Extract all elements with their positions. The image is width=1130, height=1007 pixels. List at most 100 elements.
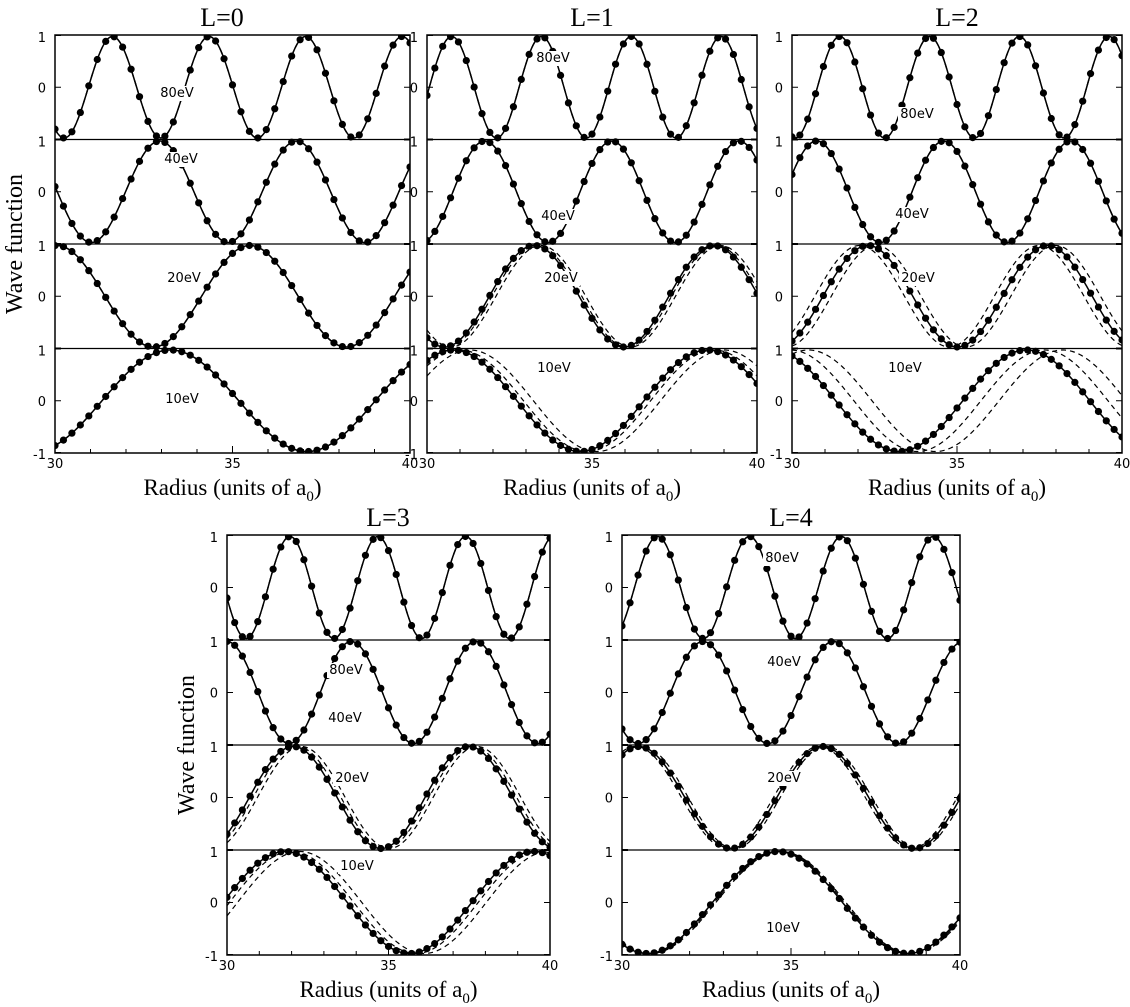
y-tick-label: 0 — [775, 395, 783, 410]
data-point — [397, 281, 406, 289]
data-point — [898, 447, 906, 453]
data-point — [186, 351, 194, 359]
data-point — [406, 268, 410, 276]
data-point — [119, 43, 127, 51]
data-point — [1110, 215, 1118, 223]
data-point — [883, 733, 892, 741]
data-point — [546, 843, 550, 851]
dashed-curve-2 — [427, 244, 757, 348]
data-point — [59, 243, 68, 251]
data-point — [867, 798, 876, 806]
data-point — [956, 914, 960, 922]
data-point — [900, 606, 908, 614]
data-point — [261, 593, 270, 601]
data-point — [486, 365, 494, 373]
data-point — [254, 243, 262, 251]
data-point — [227, 893, 231, 901]
data-point — [945, 139, 953, 147]
panel-l3: L=3 80eV 1 0 40eV 1 0 20eV 1 0 10eV 1 0 -130 35 40 Radiu… — [174, 503, 558, 1007]
energy-label: 10eV — [766, 921, 800, 936]
y-tick-label: 0 — [410, 395, 418, 410]
data-point — [102, 37, 110, 45]
data-point — [245, 409, 253, 417]
data-point — [119, 374, 127, 382]
data-point — [186, 179, 194, 187]
y-tick-label: 0 — [605, 897, 613, 912]
data-point — [392, 837, 400, 845]
data-point — [470, 318, 478, 326]
data-point — [875, 938, 884, 946]
data-point — [1031, 347, 1040, 355]
data-point — [682, 263, 690, 271]
data-point — [415, 804, 423, 812]
data-point — [355, 237, 363, 245]
energy-label-bg — [158, 86, 196, 101]
data-point — [400, 949, 408, 955]
data-point — [937, 335, 945, 343]
data-point — [355, 131, 363, 139]
data-point — [572, 287, 580, 295]
data-point — [406, 360, 410, 369]
data-point — [346, 816, 354, 824]
data-point — [827, 885, 835, 893]
data-point — [279, 268, 287, 277]
data-point — [262, 178, 270, 186]
y-tick-label: 1 — [605, 741, 613, 756]
data-point — [796, 131, 804, 139]
data-point — [882, 236, 890, 244]
data-point — [525, 217, 533, 226]
data-point — [792, 337, 796, 345]
data-point — [1055, 362, 1063, 370]
dashed-curve-2 — [792, 140, 1122, 244]
data-point — [381, 309, 389, 317]
data-point — [737, 363, 745, 371]
y-tick-label: 0 — [38, 290, 46, 305]
panel-title: L=4 — [769, 503, 813, 532]
data-point — [494, 278, 502, 286]
data-point — [462, 56, 470, 65]
y-tick-label: 0 — [210, 582, 218, 597]
data-point — [835, 265, 843, 273]
data-point — [835, 640, 843, 648]
data-point — [682, 603, 690, 612]
data-point — [659, 229, 667, 237]
data-point — [906, 287, 914, 295]
data-point — [698, 246, 706, 254]
data-point — [484, 877, 493, 886]
data-point — [364, 331, 372, 339]
data-point — [827, 638, 835, 646]
data-point — [723, 667, 731, 675]
data-point — [446, 754, 454, 762]
data-point — [372, 232, 380, 240]
y-tick-label: 0 — [605, 687, 613, 702]
data-point — [739, 705, 747, 714]
data-point — [538, 548, 546, 556]
data-point — [277, 747, 285, 756]
data-point — [953, 100, 961, 109]
data-point — [361, 921, 370, 929]
data-point — [619, 343, 628, 351]
panel-title: L=3 — [366, 503, 410, 532]
data-point — [288, 281, 296, 290]
data-point — [509, 180, 518, 188]
data-point — [127, 175, 135, 183]
data-point — [541, 429, 549, 437]
y-tick-label: 0 — [605, 582, 613, 597]
data-point — [875, 720, 884, 728]
data-point — [93, 402, 101, 410]
data-point — [541, 35, 549, 42]
data-point — [427, 356, 431, 365]
data-point — [427, 236, 431, 245]
data-point — [486, 139, 494, 147]
data-point — [323, 628, 331, 636]
data-point — [85, 238, 93, 246]
data-point — [462, 157, 470, 165]
data-point — [454, 540, 462, 549]
data-point — [389, 41, 397, 49]
data-point — [1102, 316, 1110, 324]
data-point — [992, 359, 1000, 367]
data-point — [431, 64, 439, 72]
data-point — [515, 623, 523, 631]
data-point — [890, 447, 898, 453]
y-tick-label: 1 — [605, 636, 613, 651]
